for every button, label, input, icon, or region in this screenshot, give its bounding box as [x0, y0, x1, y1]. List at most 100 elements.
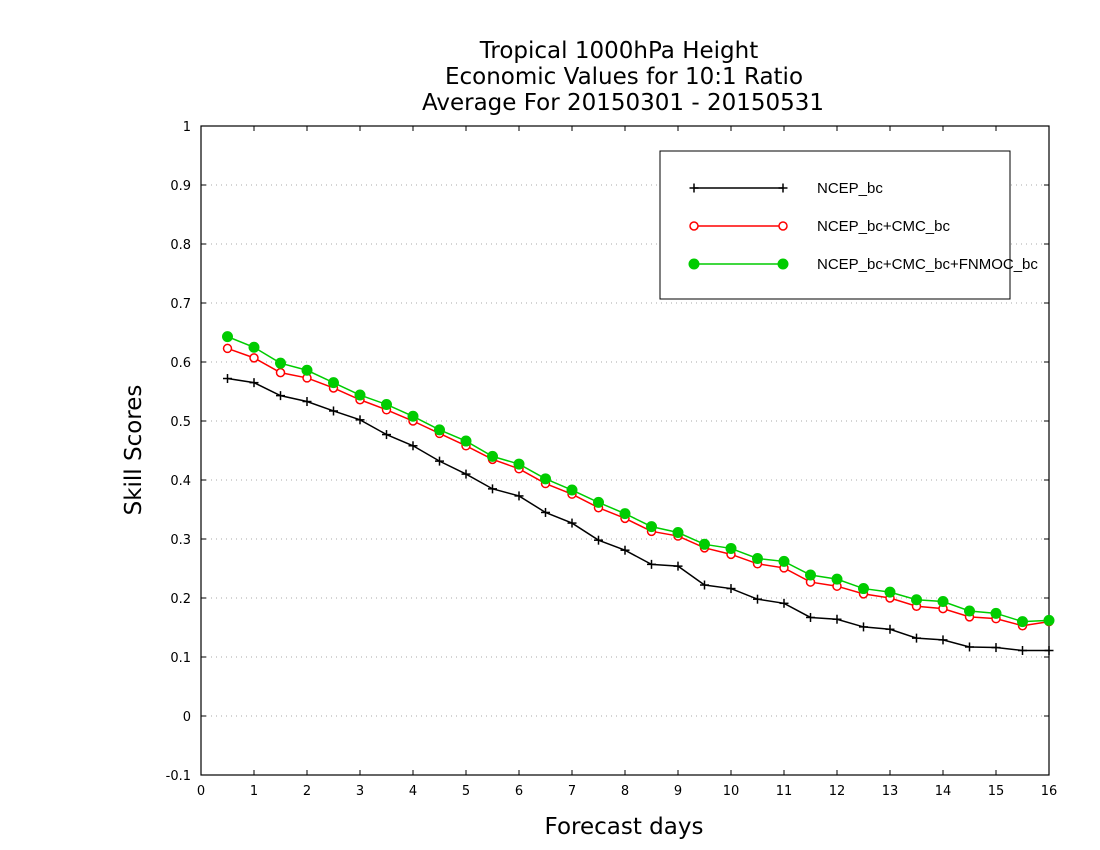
- x-tick-label: 12: [829, 784, 846, 799]
- y-tick-label: 0.5: [170, 415, 191, 430]
- data-point: [672, 527, 684, 539]
- chart-title-line-3: Average For 20150301 - 20150531: [422, 90, 824, 116]
- x-tick-label: 13: [882, 784, 899, 799]
- legend-marker: [689, 221, 699, 231]
- data-point: [726, 584, 736, 594]
- data-point: [859, 622, 868, 632]
- x-tick-label: 2: [303, 784, 311, 799]
- data-point: [461, 469, 471, 479]
- legend-marker: [688, 258, 700, 270]
- data-point: [700, 580, 709, 590]
- series-line: [227, 377, 1049, 652]
- y-tick-label: 0.9: [170, 179, 191, 194]
- data-point: [647, 559, 656, 569]
- data-point: [566, 484, 578, 496]
- data-point: [249, 378, 259, 388]
- data-point: [594, 535, 603, 545]
- data-point: [382, 430, 391, 440]
- data-point: [965, 642, 974, 652]
- legend-label: NCEP_bc+CMC_bc+FNMOC_bc: [817, 256, 1038, 273]
- data-point: [619, 508, 631, 520]
- data-point: [806, 612, 815, 622]
- data-point: [460, 435, 472, 447]
- data-point: [222, 331, 233, 343]
- legend-item: NCEP_bc: [689, 180, 883, 197]
- x-tick-label: 3: [356, 784, 364, 799]
- legend-item: NCEP_bc+CMC_bc+FNMOC_bc: [688, 256, 1038, 273]
- data-point: [223, 374, 232, 384]
- series-layer: [222, 331, 1055, 656]
- x-tick-label: 1: [250, 784, 258, 799]
- data-point: [249, 353, 259, 363]
- y-tick-label: 0.6: [170, 356, 191, 371]
- data-point: [990, 607, 1002, 619]
- x-tick-label: 7: [568, 784, 576, 799]
- x-axis-label: Forecast days: [545, 814, 704, 840]
- y-tick-label: 1: [183, 120, 191, 135]
- data-point: [805, 569, 816, 581]
- legend-label: NCEP_bc+CMC_bc: [817, 218, 950, 235]
- data-point: [885, 624, 895, 634]
- data-point: [329, 406, 338, 416]
- data-point: [1043, 614, 1055, 626]
- legend-item: NCEP_bc+CMC_bc: [689, 218, 950, 235]
- data-point: [381, 398, 392, 410]
- series-3: [222, 331, 1055, 628]
- series-1: [223, 374, 1054, 656]
- data-point: [302, 397, 312, 407]
- data-point: [832, 614, 842, 624]
- data-point: [275, 357, 286, 369]
- data-point: [488, 484, 497, 494]
- data-point: [408, 441, 418, 451]
- data-point: [487, 450, 498, 462]
- legend: NCEP_bc NCEP_bc+CMC_bc NCEP_bc+CMC_bc+FNMO…: [659, 150, 1038, 300]
- data-point: [884, 586, 896, 598]
- data-point: [540, 473, 551, 485]
- data-point: [778, 555, 790, 567]
- x-tick-label: 0: [197, 784, 205, 799]
- x-tick-label: 11: [776, 784, 793, 799]
- y-tick-label: 0.7: [170, 297, 191, 312]
- legend-marker: [778, 221, 788, 231]
- data-point: [699, 538, 710, 550]
- y-tick-label: -0.1: [166, 769, 191, 784]
- data-point: [912, 633, 921, 643]
- data-point: [938, 635, 948, 645]
- data-point: [858, 583, 869, 595]
- data-point: [276, 391, 285, 401]
- data-point: [301, 364, 313, 376]
- x-tick-label: 8: [621, 784, 629, 799]
- data-point: [354, 389, 366, 401]
- data-point: [752, 552, 763, 564]
- data-point: [514, 491, 524, 501]
- data-point: [593, 496, 604, 508]
- legend-marker: [689, 183, 699, 193]
- x-tick-label: 5: [462, 784, 470, 799]
- chart-title: Tropical 1000hPa Height Economic Values …: [422, 38, 824, 116]
- series-2: [222, 343, 1054, 631]
- y-tick-label: 0.8: [170, 238, 191, 253]
- data-point: [541, 507, 550, 517]
- data-point: [646, 521, 657, 533]
- y-tick-label: 0.1: [170, 651, 191, 666]
- y-tick-label: 0: [183, 710, 191, 725]
- x-tick-label: 15: [988, 784, 1005, 799]
- data-point: [911, 594, 922, 606]
- data-point: [513, 458, 525, 470]
- data-point: [222, 343, 233, 354]
- y-axis-label: Skill Scores: [121, 385, 147, 516]
- chart-title-line-1: Tropical 1000hPa Height: [479, 38, 759, 64]
- x-tick-label: 16: [1041, 784, 1058, 799]
- legend-marker: [777, 258, 789, 270]
- data-point: [567, 518, 577, 528]
- legend-label: NCEP_bc: [817, 180, 883, 197]
- series-line: [227, 335, 1050, 623]
- data-point: [407, 410, 419, 422]
- data-point: [725, 542, 737, 554]
- y-tick-label: 0.3: [170, 533, 191, 548]
- data-point: [435, 456, 444, 466]
- data-point: [964, 605, 975, 617]
- data-point: [673, 561, 683, 571]
- data-point: [831, 573, 843, 585]
